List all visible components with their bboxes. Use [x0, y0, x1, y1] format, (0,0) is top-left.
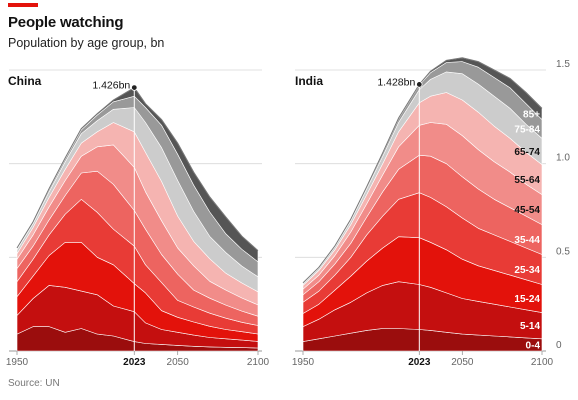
highlight-dot [131, 84, 138, 91]
y-tick-label: 1.5 [556, 59, 570, 70]
x-tick-label: 2023 [123, 357, 146, 368]
panel-title-india: India [295, 74, 323, 88]
x-tick-label: 1950 [6, 357, 29, 368]
highlight-dot [416, 81, 423, 88]
x-tick-label: 2050 [167, 357, 190, 368]
chart-subtitle: Population by age group, bn [8, 36, 165, 50]
age-label-65-74: 65-74 [514, 147, 540, 158]
age-label-35-44: 35-44 [514, 235, 540, 246]
x-tick-label: 2100 [247, 357, 270, 368]
x-tick-label: 2050 [451, 357, 474, 368]
y-tick-label: 1.0 [556, 153, 570, 164]
age-label-25-34: 25-34 [514, 265, 540, 276]
highlight-annotation: 1.426bn [92, 80, 130, 92]
x-tick-label: 2100 [531, 357, 554, 368]
age-label-45-54: 45-54 [514, 205, 540, 216]
age-label-5-14: 5-14 [520, 321, 540, 332]
age-label-75-84: 75-84 [514, 125, 540, 136]
chart-title: People watching [8, 14, 124, 31]
y-tick-label: 0.5 [556, 246, 570, 257]
x-tick-label: 1950 [292, 357, 315, 368]
y-tick-label: 0 [556, 340, 562, 351]
total-line [16, 86, 259, 251]
age-label-0-4: 0-4 [526, 340, 541, 351]
age-label-15-24: 15-24 [514, 294, 540, 305]
x-tick-label: 2023 [408, 357, 431, 368]
accent-bar [8, 3, 38, 7]
panel-title-china: China [8, 74, 42, 88]
total-line [302, 57, 543, 284]
source-note: Source: UN [8, 378, 60, 389]
highlight-annotation: 1.428bn [377, 76, 415, 88]
age-label-85plus: 85+ [523, 110, 540, 121]
age-label-55-64: 55-64 [514, 175, 540, 186]
